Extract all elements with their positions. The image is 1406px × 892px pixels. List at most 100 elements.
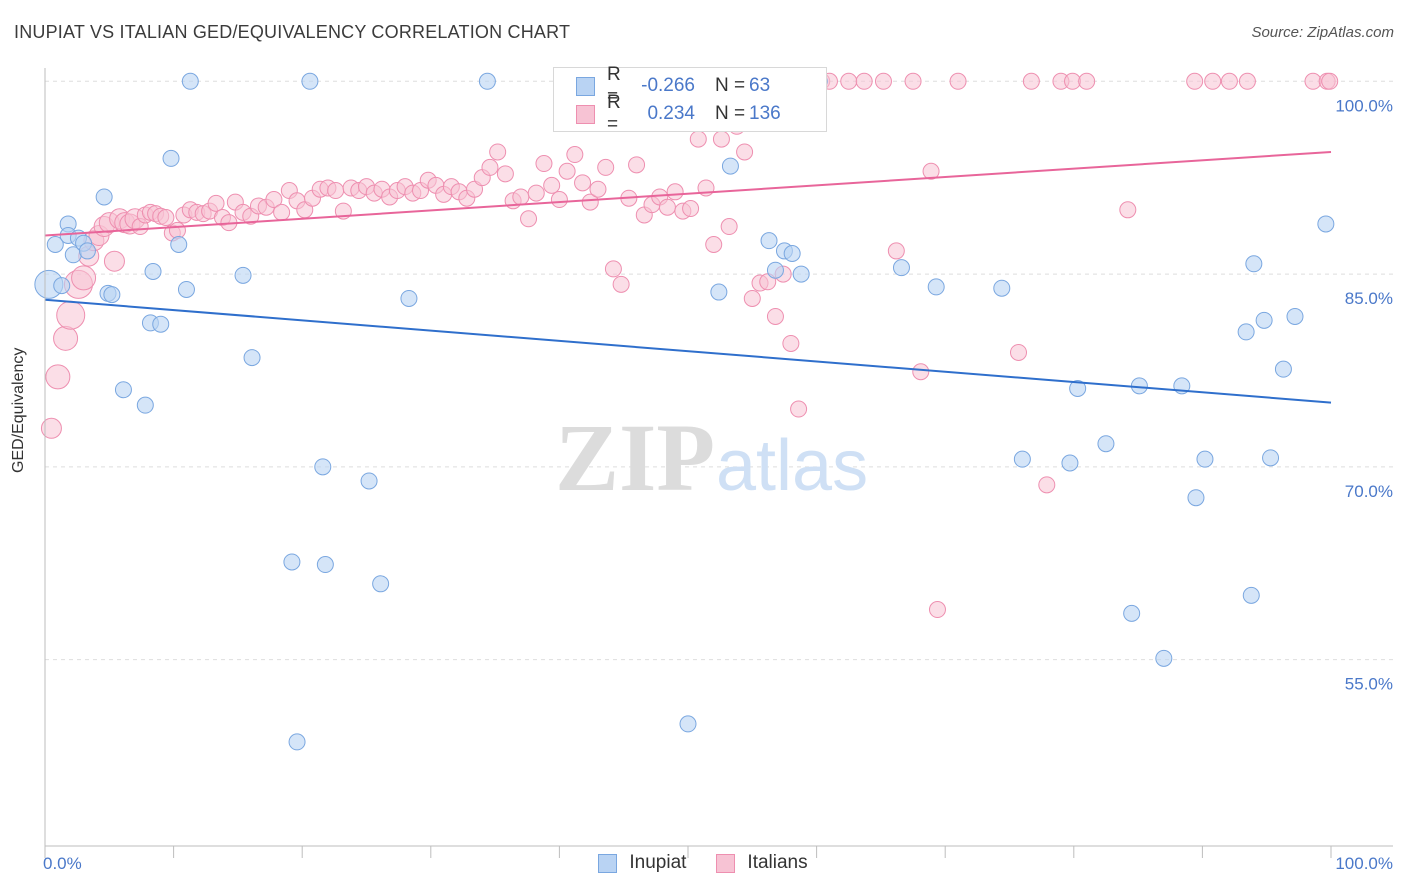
italians-point (912, 363, 930, 381)
italians-r-value: 0.234 (647, 103, 695, 124)
italians-point (720, 218, 738, 236)
x-tick-label: 100.0% (1335, 854, 1393, 873)
italians-point (527, 184, 545, 202)
italians-point (273, 203, 291, 221)
inupiat-point (1262, 449, 1280, 467)
inupiat-point (152, 315, 170, 333)
inupiat-point (95, 188, 113, 206)
x-tick-labels: 0.0% 100.0% (43, 854, 1393, 873)
inupiat-point (301, 72, 319, 90)
inupiat-point (1286, 307, 1304, 325)
italians-point (327, 182, 345, 200)
italians-point (743, 289, 761, 307)
inupiat-point (1317, 215, 1335, 233)
inupiat-point (1013, 450, 1031, 468)
italians-point (1220, 72, 1238, 90)
inupiat-point (993, 279, 1011, 297)
correlation-legend: R = -0.266 N = 63 R = 0.234 N = 136 (553, 64, 827, 135)
inupiat-point (360, 472, 378, 490)
inupiat-point (1123, 604, 1141, 622)
italians-point (489, 143, 507, 161)
inupiat-point (78, 242, 96, 260)
italians-point (574, 174, 592, 192)
legend-label-italians: Italians (747, 852, 808, 873)
italians-point (157, 209, 175, 227)
inupiat-point (783, 245, 801, 263)
inupiat-point (243, 349, 261, 367)
italians-point (265, 191, 283, 209)
y-tick-label: 85.0% (1345, 289, 1393, 308)
legend-label-inupiat: Inupiat (629, 852, 687, 873)
italians-point (566, 146, 584, 164)
legend-item-italians[interactable]: Italians (716, 852, 808, 874)
italians-point (840, 72, 858, 90)
inupiat-point (1237, 323, 1255, 341)
italians-point (71, 265, 97, 291)
inupiat-point (679, 715, 697, 733)
inupiat-point (927, 278, 945, 296)
inupiat-point (1255, 311, 1273, 329)
italians-point (168, 221, 186, 239)
italians-point (612, 275, 630, 293)
italians-point (904, 72, 922, 90)
y-tick-labels: 55.0% 70.0% 85.0% 100.0% (1335, 96, 1393, 693)
series-legend: Inupiat Italians (0, 852, 1406, 874)
italians-point (928, 601, 946, 619)
inupiat-point (478, 72, 496, 90)
italians-point (535, 155, 553, 173)
italians-point (558, 162, 576, 180)
italians-point (949, 72, 967, 90)
inupiat-point (288, 733, 306, 751)
italians-point (628, 156, 646, 174)
inupiat-point (170, 236, 188, 254)
inupiat-point (162, 149, 180, 167)
italians-point (550, 191, 568, 209)
italians-point (520, 210, 538, 228)
inupiat-point (1274, 360, 1292, 378)
watermark-atlas: atlas (716, 426, 868, 506)
italians-point (790, 400, 808, 418)
italians-point (1022, 72, 1040, 90)
axes (44, 68, 1393, 858)
italians-point (103, 250, 125, 272)
inupiat-point (1097, 435, 1115, 453)
italians-point (1038, 476, 1056, 494)
inupiat-point (1069, 379, 1087, 397)
inupiat-n-value: 63 (749, 75, 771, 96)
italians-point (581, 193, 599, 211)
inupiat-point (1187, 489, 1205, 507)
inupiat-point (234, 266, 252, 284)
italians-point (589, 180, 607, 198)
italians-point (705, 236, 723, 254)
r-label: R = (607, 92, 621, 135)
inupiat-point (46, 236, 64, 254)
italians-point (922, 162, 940, 180)
inupiat-point (1245, 255, 1263, 273)
n-label: N = (715, 75, 746, 96)
italians-point (782, 334, 800, 352)
italians-point (481, 158, 499, 176)
inupiat-point (760, 232, 778, 250)
italians-n-value: 136 (749, 103, 781, 124)
gridlines (45, 80, 1393, 661)
inupiat-point (1061, 454, 1079, 472)
italians-point (512, 188, 530, 206)
italians-point (1304, 72, 1322, 90)
inupiat-point (792, 265, 810, 283)
inupiat-point (283, 553, 301, 571)
italians-point (666, 183, 684, 201)
watermark-zip: ZIP (555, 404, 715, 511)
italians-point (53, 325, 79, 351)
inupiat-point (177, 280, 195, 298)
inupiat-point (316, 556, 334, 574)
r-label: R = (607, 64, 621, 107)
inupiat-point (1155, 649, 1173, 667)
italians-point (207, 194, 225, 212)
legend-row-italians: R = 0.234 N = 136 (576, 92, 781, 135)
italians-point (604, 260, 622, 278)
inupiat-point (53, 277, 71, 295)
italians-point (543, 176, 561, 194)
italians-point (1078, 72, 1096, 90)
legend-item-inupiat[interactable]: Inupiat (598, 852, 686, 874)
